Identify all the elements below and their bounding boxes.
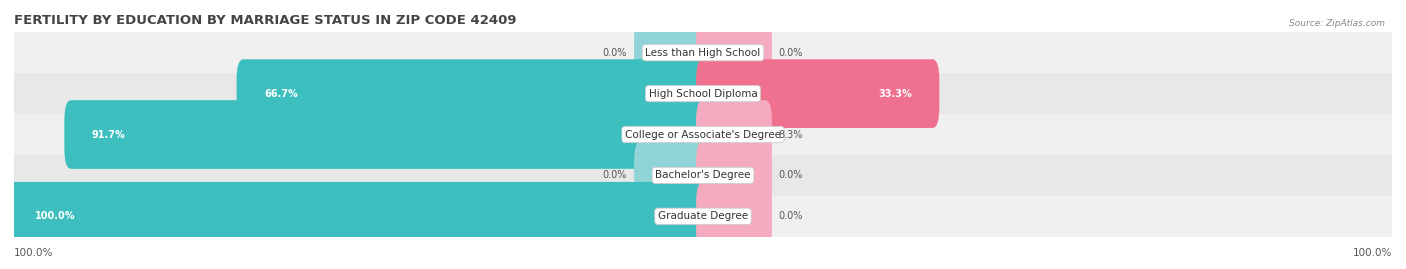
Text: Bachelor's Degree: Bachelor's Degree [655,170,751,180]
Bar [14,32,1392,73]
Text: 66.7%: 66.7% [264,89,298,99]
FancyBboxPatch shape [696,182,772,251]
FancyBboxPatch shape [696,141,772,210]
Text: Less than High School: Less than High School [645,48,761,58]
FancyBboxPatch shape [696,59,939,128]
Bar [14,155,1392,196]
Text: 33.3%: 33.3% [877,89,911,99]
Text: Source: ZipAtlas.com: Source: ZipAtlas.com [1289,19,1385,28]
Text: Graduate Degree: Graduate Degree [658,211,748,221]
Text: 0.0%: 0.0% [603,48,627,58]
Text: 100.0%: 100.0% [35,211,76,221]
Text: FERTILITY BY EDUCATION BY MARRIAGE STATUS IN ZIP CODE 42409: FERTILITY BY EDUCATION BY MARRIAGE STATU… [14,14,516,27]
FancyBboxPatch shape [65,100,710,169]
Text: High School Diploma: High School Diploma [648,89,758,99]
Text: 91.7%: 91.7% [91,129,125,140]
Text: 0.0%: 0.0% [779,211,803,221]
FancyBboxPatch shape [696,100,772,169]
Text: 0.0%: 0.0% [779,170,803,180]
FancyBboxPatch shape [634,18,710,87]
Text: 8.3%: 8.3% [779,129,803,140]
FancyBboxPatch shape [7,182,710,251]
Text: 0.0%: 0.0% [779,48,803,58]
Text: 100.0%: 100.0% [14,248,53,258]
Text: College or Associate's Degree: College or Associate's Degree [626,129,780,140]
FancyBboxPatch shape [696,18,772,87]
FancyBboxPatch shape [236,59,710,128]
Text: 0.0%: 0.0% [603,170,627,180]
FancyBboxPatch shape [634,141,710,210]
Bar [14,114,1392,155]
Bar [14,73,1392,114]
Bar [14,196,1392,237]
Text: 100.0%: 100.0% [1353,248,1392,258]
